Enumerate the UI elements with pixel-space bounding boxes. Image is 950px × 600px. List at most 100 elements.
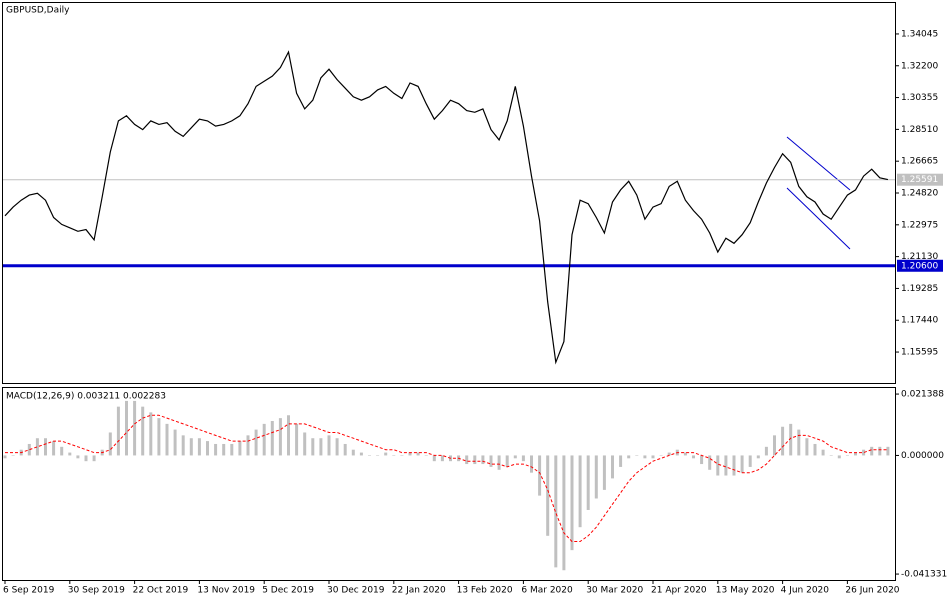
macd-bar xyxy=(214,443,218,456)
price-line xyxy=(4,50,889,365)
macd-bar xyxy=(611,455,614,479)
macd-bar xyxy=(756,455,760,459)
macd-bar xyxy=(84,455,88,462)
macd-bar xyxy=(11,455,15,456)
macd-bar xyxy=(748,455,752,467)
macd-bar xyxy=(692,455,695,459)
macd-bar xyxy=(643,455,647,459)
macd-bar xyxy=(133,400,137,456)
macd-bar xyxy=(538,455,542,496)
macd-bar xyxy=(813,443,817,456)
macd-bar xyxy=(627,455,631,459)
macd-bar xyxy=(781,426,785,456)
x-tick-label: 13 Nov 2019 xyxy=(197,586,255,596)
macd-bar xyxy=(246,435,250,456)
x-tick-label: 6 Sep 2019 xyxy=(3,586,55,596)
macd-bar xyxy=(116,406,120,456)
macd-bar xyxy=(206,441,209,456)
x-tick-label: 22 Jan 2020 xyxy=(392,586,446,596)
macd-bar xyxy=(578,455,582,528)
macd-bar xyxy=(108,432,112,456)
macd-bar xyxy=(489,455,493,467)
macd-bar xyxy=(602,455,606,490)
x-tick-label: 21 Apr 2020 xyxy=(651,586,707,596)
macd-bar xyxy=(424,455,428,456)
macd-bar xyxy=(594,455,598,499)
y-tick-label: 1.17440 xyxy=(901,316,938,326)
macd-bar xyxy=(351,449,355,456)
macd-bar xyxy=(262,423,266,456)
indicator-title: MACD(12,26,9) 0.003211 0.002283 xyxy=(6,392,166,402)
macd-bar xyxy=(3,455,7,459)
y-tick-label: -0.041331 xyxy=(901,570,947,580)
level-label: 1.20600 xyxy=(901,261,938,271)
y-tick-label: 1.32200 xyxy=(901,61,938,71)
macd-bar xyxy=(773,435,776,456)
macd-bar xyxy=(521,455,525,462)
macd-bar xyxy=(35,438,39,456)
macd-bar xyxy=(862,449,866,456)
macd-bar xyxy=(278,418,282,456)
macd-bar xyxy=(384,452,388,456)
x-tick-label: 4 Jun 2020 xyxy=(781,586,830,596)
macd-bar xyxy=(368,455,371,456)
macd-bar xyxy=(700,455,704,465)
macd-bar xyxy=(562,455,566,571)
macd-bar xyxy=(157,418,161,456)
macd-bar xyxy=(667,452,671,456)
macd-bar xyxy=(125,400,128,456)
macd-bar xyxy=(635,455,639,456)
price-panel xyxy=(2,2,896,384)
macd-bar xyxy=(400,455,404,456)
macd-bar xyxy=(44,438,47,456)
x-tick-label: 26 Jun 2020 xyxy=(845,586,899,596)
macd-bar xyxy=(432,455,436,462)
macd-bar xyxy=(845,455,849,456)
macd-bar xyxy=(465,455,469,465)
macd-bar xyxy=(497,455,501,470)
macd-bar xyxy=(311,438,315,456)
y-tick-label: 1.24820 xyxy=(901,189,938,199)
y-tick-label: 1.15595 xyxy=(901,348,938,358)
macd-bar xyxy=(295,423,299,456)
macd-bar xyxy=(740,455,744,473)
level-label-box xyxy=(897,259,943,272)
macd-bar xyxy=(52,441,56,456)
macd-panel xyxy=(2,387,896,581)
macd-bar xyxy=(530,455,533,473)
macd-bar xyxy=(92,455,96,462)
y-tick-label: 0.000000 xyxy=(901,451,944,461)
x-tick-label: 6 Mar 2020 xyxy=(521,586,573,596)
macd-bar xyxy=(513,455,517,459)
macd-bar xyxy=(416,452,420,456)
macd-bar xyxy=(238,441,242,456)
macd-bar xyxy=(76,455,80,459)
macd-bar xyxy=(886,446,890,456)
macd-bar xyxy=(473,455,477,465)
macd-bar xyxy=(481,455,485,465)
level-label: 1.25591 xyxy=(901,175,938,185)
chart-title: GBPUSD,Daily xyxy=(6,6,70,16)
y-tick-label: 1.19285 xyxy=(901,284,938,294)
macd-bar xyxy=(270,421,274,456)
x-tick-label: 13 May 2020 xyxy=(716,586,775,596)
macd-bar xyxy=(376,455,380,456)
macd-bar xyxy=(440,455,444,462)
macd-bar xyxy=(878,446,882,456)
y-tick-label: 1.28510 xyxy=(901,125,938,135)
macd-bar xyxy=(359,452,363,456)
macd-bar xyxy=(68,452,72,456)
macd-bar xyxy=(197,438,201,456)
macd-bar xyxy=(546,455,550,536)
channel-line xyxy=(786,187,851,250)
macd-bar xyxy=(149,412,153,456)
macd-bar xyxy=(570,455,574,551)
x-tick-label: 30 Sep 2019 xyxy=(68,586,125,596)
macd-bar xyxy=(165,423,169,456)
macd-bar xyxy=(505,455,509,467)
x-tick-label: 30 Mar 2020 xyxy=(586,586,643,596)
macd-bar xyxy=(319,438,323,456)
macd-bar xyxy=(764,446,768,456)
macd-bar xyxy=(189,438,193,456)
